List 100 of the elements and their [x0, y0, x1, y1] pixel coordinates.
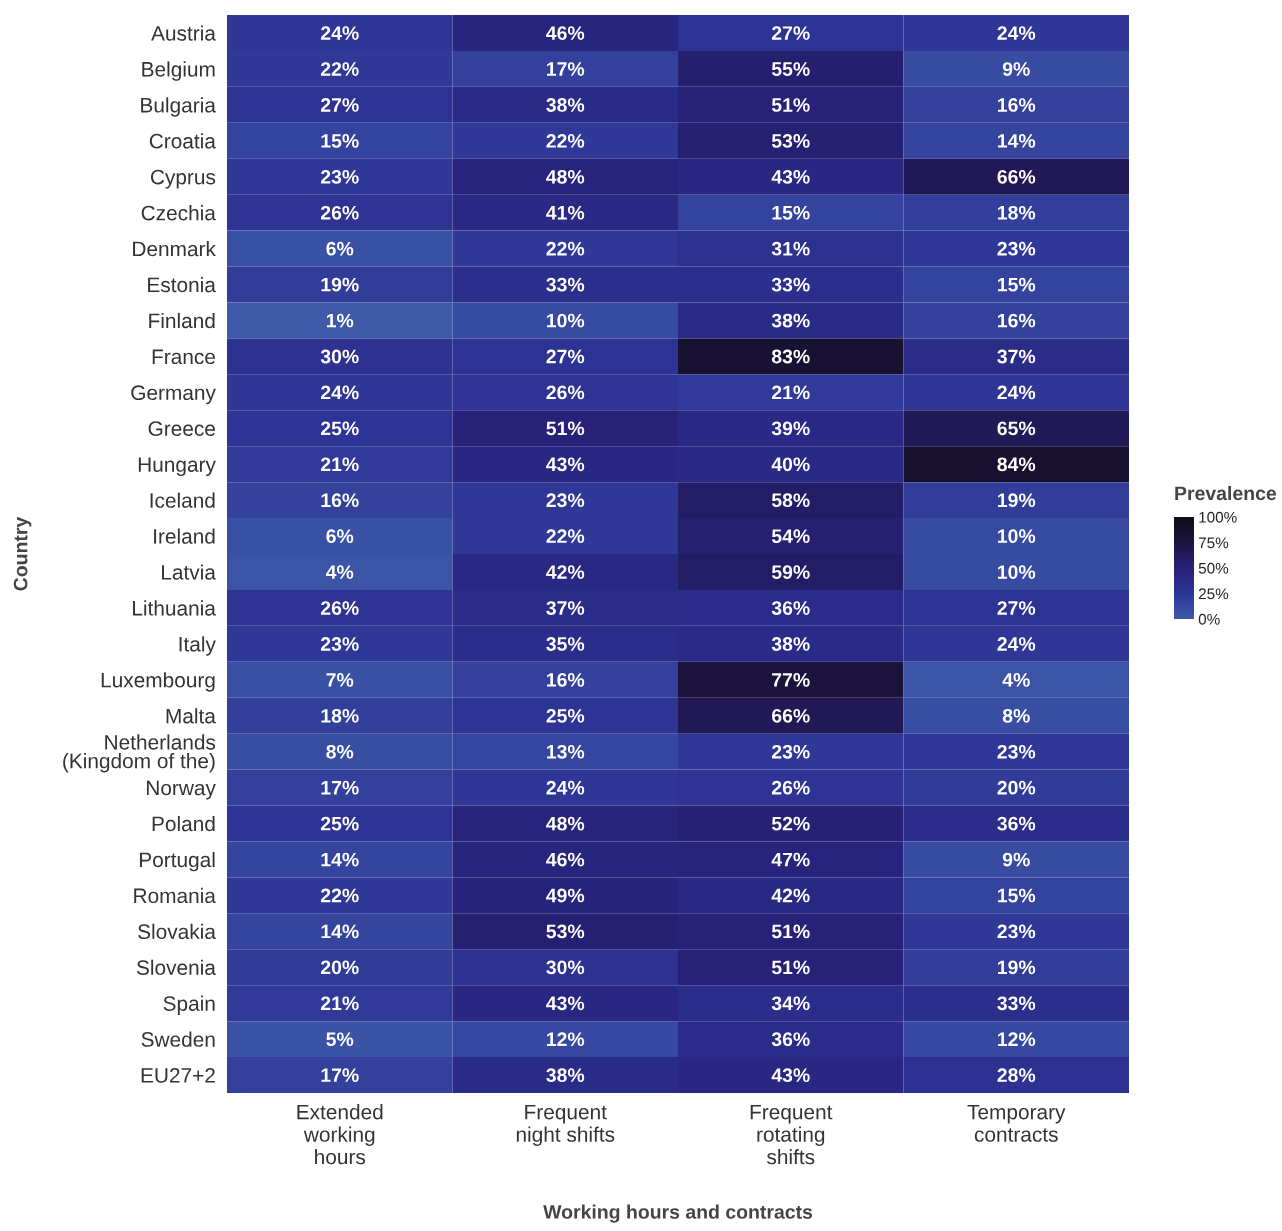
- y-tick-label: Romania: [134, 887, 216, 904]
- y-tick-label: Iceland: [150, 492, 215, 508]
- data-label: 24%: [997, 637, 1036, 651]
- y-tick-label: Greece: [148, 421, 215, 436]
- data-label: 14%: [998, 134, 1036, 148]
- color-bar-label: 0%: [1198, 613, 1220, 625]
- data-label: 54%: [771, 529, 810, 544]
- y-tick-label: Italy: [179, 636, 216, 656]
- y-tick-label: Czechia: [141, 205, 216, 221]
- data-label: 38%: [771, 313, 810, 328]
- data-label: 26%: [771, 780, 810, 795]
- data-label: 27%: [771, 26, 810, 40]
- color-bar-label: 25%: [1198, 588, 1229, 600]
- data-label: 33%: [546, 277, 585, 292]
- data-label: 51%: [771, 924, 810, 939]
- data-label: 18%: [998, 205, 1036, 220]
- data-label: 19%: [998, 960, 1036, 975]
- data-label: 24%: [997, 26, 1036, 40]
- data-label: 24%: [546, 780, 585, 795]
- data-label: 46%: [546, 852, 585, 867]
- data-label: 40%: [771, 457, 810, 472]
- y-tick-label: Croatia: [149, 133, 216, 149]
- data-label: 16%: [547, 673, 585, 687]
- data-label: 55%: [771, 62, 810, 76]
- data-label: 18%: [321, 708, 359, 723]
- x-tick-label: Extended working hours: [297, 1104, 383, 1165]
- y-tick-label: Slovakia: [138, 923, 216, 940]
- data-label: 26%: [320, 205, 359, 220]
- data-label: 51%: [546, 421, 585, 436]
- data-label: 43%: [771, 1068, 810, 1083]
- data-label: 13%: [547, 744, 585, 759]
- data-label: 25%: [546, 708, 585, 723]
- y-tick-label: Malta: [166, 708, 216, 724]
- data-label: 83%: [771, 349, 810, 364]
- y-tick-label: Bulgaria: [141, 97, 216, 117]
- data-label: 36%: [771, 601, 810, 615]
- data-label: 16%: [321, 493, 359, 508]
- data-label: 23%: [997, 744, 1036, 759]
- data-label: 10%: [547, 313, 585, 328]
- data-label: 15%: [998, 888, 1036, 903]
- x-tick-label: Frequent night shifts: [516, 1104, 615, 1146]
- color-bar-title: Prevalence: [1175, 485, 1277, 501]
- data-label: 23%: [997, 241, 1036, 256]
- data-label: 4%: [1002, 673, 1030, 687]
- data-label: 37%: [997, 349, 1036, 364]
- data-label: 77%: [772, 673, 810, 687]
- data-label: 53%: [771, 134, 810, 148]
- data-label: 42%: [771, 888, 810, 903]
- data-label: 21%: [320, 457, 359, 472]
- data-label: 58%: [771, 493, 810, 508]
- data-label: 47%: [771, 852, 810, 867]
- y-tick-label: Netherlands (Kingdom of the): [63, 734, 216, 773]
- data-label: 49%: [546, 888, 585, 903]
- y-tick-label: Norway: [146, 780, 216, 800]
- data-label: 39%: [771, 421, 810, 436]
- data-label: 23%: [771, 744, 810, 759]
- data-label: 6%: [326, 241, 354, 256]
- color-bar-label: 50%: [1198, 562, 1229, 574]
- color-bar-label: 75%: [1198, 537, 1229, 549]
- data-label: 52%: [771, 816, 810, 831]
- data-label: 51%: [771, 960, 810, 975]
- data-label: 43%: [546, 457, 585, 472]
- data-label: 23%: [997, 924, 1036, 939]
- data-label: 36%: [771, 1032, 810, 1047]
- data-label: 9%: [1002, 852, 1030, 867]
- data-label: 33%: [997, 996, 1036, 1011]
- y-axis-title: Country: [13, 516, 32, 591]
- y-tick-label: Austria: [151, 25, 216, 41]
- data-label: 17%: [321, 1068, 359, 1083]
- y-tick-label: Lithuania: [133, 600, 216, 616]
- data-label: 15%: [321, 134, 359, 148]
- y-tick-label: Hungary: [138, 457, 216, 477]
- data-label: 24%: [997, 385, 1036, 400]
- data-label: 31%: [771, 241, 810, 256]
- data-label: 5%: [326, 1032, 354, 1047]
- data-label: 19%: [998, 493, 1036, 508]
- data-label: 21%: [771, 385, 810, 400]
- data-label: 7%: [326, 673, 354, 687]
- data-label: 46%: [546, 26, 585, 40]
- data-label: 66%: [772, 708, 810, 723]
- y-tick-label: Germany: [131, 385, 216, 405]
- data-label: 10%: [998, 529, 1036, 544]
- data-label: 30%: [546, 960, 585, 975]
- data-label: 12%: [547, 1032, 585, 1047]
- data-label: 33%: [771, 277, 810, 292]
- y-tick-label: Finland: [149, 312, 215, 329]
- data-label: 23%: [546, 493, 585, 508]
- x-tick-label: Frequent rotating shifts: [750, 1104, 833, 1165]
- data-label: 48%: [546, 169, 585, 184]
- y-tick-label: EU27+2: [141, 1068, 215, 1083]
- data-label: 53%: [546, 924, 585, 939]
- data-label: 17%: [547, 62, 585, 76]
- y-tick-label: Belgium: [142, 61, 215, 81]
- data-label: 25%: [320, 421, 359, 436]
- y-tick-label: Cyprus: [150, 169, 216, 189]
- data-label: 8%: [326, 744, 354, 759]
- data-label: 24%: [320, 26, 359, 40]
- data-label: 38%: [771, 637, 810, 651]
- data-label: 15%: [772, 205, 810, 220]
- data-label: 22%: [546, 529, 585, 544]
